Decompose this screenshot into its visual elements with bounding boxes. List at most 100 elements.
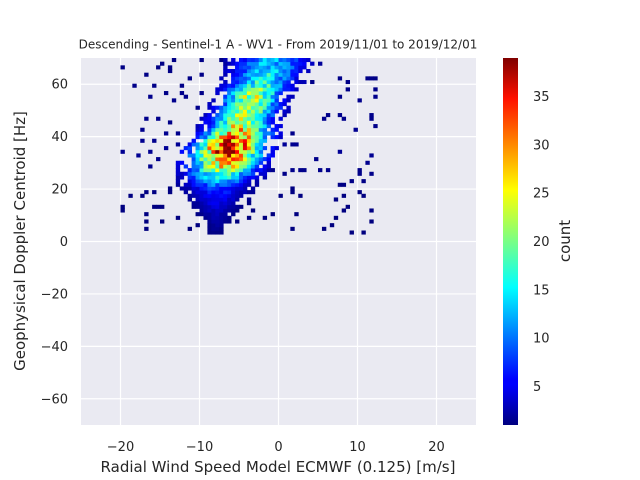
heatmap-cell bbox=[215, 226, 220, 231]
heatmap-cell bbox=[207, 142, 212, 147]
heatmap-cell bbox=[262, 76, 268, 81]
heatmap-cell bbox=[242, 58, 248, 63]
heatmap-cell bbox=[219, 83, 224, 88]
heatmap-cell bbox=[258, 72, 264, 77]
heatmap-cell bbox=[203, 193, 208, 198]
heatmap-cell bbox=[254, 142, 260, 147]
heatmap-cell bbox=[219, 215, 224, 220]
heatmap-cell bbox=[191, 168, 196, 173]
heatmap-cell bbox=[175, 142, 181, 147]
heatmap-cell bbox=[235, 175, 240, 180]
heatmap-cell bbox=[223, 146, 228, 151]
heatmap-cell bbox=[262, 83, 268, 88]
heatmap-cell bbox=[211, 204, 216, 209]
heatmap-cell bbox=[258, 76, 264, 81]
heatmap-cell bbox=[152, 190, 157, 195]
heatmap-cell bbox=[266, 58, 271, 63]
heatmap-cell bbox=[211, 160, 216, 165]
heatmap-cell bbox=[262, 171, 268, 176]
heatmap-cell bbox=[282, 87, 287, 92]
heatmap-cell bbox=[286, 61, 291, 66]
heatmap-cell bbox=[231, 98, 236, 103]
heatmap-cell bbox=[227, 208, 232, 213]
heatmap-cell bbox=[282, 69, 287, 74]
heatmap-cell bbox=[215, 124, 220, 129]
heatmap-cell bbox=[223, 120, 228, 125]
heatmap-cell bbox=[223, 168, 228, 173]
heatmap-cell bbox=[290, 72, 295, 77]
heatmap-cell bbox=[199, 168, 204, 173]
heatmap-cell bbox=[239, 160, 244, 165]
heatmap-cell bbox=[266, 102, 271, 107]
heatmap-cell bbox=[242, 116, 248, 121]
heatmap-cell bbox=[345, 87, 350, 92]
heatmap-cell bbox=[373, 94, 378, 99]
heatmap-cell bbox=[250, 157, 256, 162]
heatmap-cell bbox=[246, 91, 252, 96]
colorbar-tick-label: 20 bbox=[533, 235, 550, 250]
heatmap-cell bbox=[262, 116, 268, 121]
heatmap-cell bbox=[207, 127, 212, 132]
heatmap-cell bbox=[361, 193, 366, 198]
heatmap-cell bbox=[219, 131, 224, 136]
heatmap-cell bbox=[298, 69, 303, 74]
heatmap-cell bbox=[242, 94, 248, 99]
heatmap-cell bbox=[160, 219, 165, 224]
heatmap-cell bbox=[262, 61, 268, 66]
heatmap-cell bbox=[215, 149, 220, 154]
heatmap-cell bbox=[203, 175, 208, 180]
heatmap-cell bbox=[199, 204, 204, 209]
heatmap-cell bbox=[239, 91, 244, 96]
heatmap-cell bbox=[219, 230, 224, 235]
heatmap-cell bbox=[369, 116, 374, 121]
heatmap-cell bbox=[254, 149, 260, 154]
heatmap-cell bbox=[215, 142, 220, 147]
heatmap-cell bbox=[152, 204, 157, 209]
heatmap-cell bbox=[191, 138, 196, 143]
heatmap-cell bbox=[191, 204, 196, 209]
heatmap-cell bbox=[227, 87, 232, 92]
heatmap-cell bbox=[250, 135, 256, 140]
heatmap-cell bbox=[262, 72, 268, 77]
heatmap-cell bbox=[250, 80, 256, 85]
heatmap-cell bbox=[274, 127, 279, 132]
heatmap-cell bbox=[239, 124, 244, 129]
heatmap-cell bbox=[235, 69, 240, 74]
y-tick-label: 60 bbox=[51, 78, 68, 93]
heatmap-cell bbox=[179, 186, 185, 191]
y-tick-label: 20 bbox=[51, 183, 68, 198]
heatmap-cell bbox=[262, 131, 268, 136]
heatmap-cell bbox=[235, 208, 240, 213]
heatmap-cell bbox=[239, 193, 244, 198]
heatmap-cell bbox=[199, 157, 204, 162]
heatmap-cell bbox=[254, 116, 260, 121]
heatmap-cell bbox=[120, 208, 125, 213]
heatmap-cell bbox=[262, 138, 268, 143]
heatmap-cell bbox=[266, 124, 271, 129]
heatmap-cell bbox=[365, 160, 370, 165]
heatmap-cell bbox=[227, 61, 232, 66]
heatmap-cell bbox=[242, 190, 248, 195]
heatmap-cell bbox=[211, 135, 216, 140]
heatmap-cell bbox=[235, 91, 240, 96]
heatmap-cell bbox=[258, 131, 264, 136]
heatmap-cell bbox=[361, 230, 366, 235]
heatmap-cell bbox=[258, 113, 264, 118]
heatmap-cell bbox=[270, 94, 275, 99]
heatmap-cell bbox=[203, 131, 208, 136]
heatmap-cell bbox=[215, 201, 220, 206]
heatmap-cell bbox=[258, 120, 264, 125]
heatmap-cell bbox=[270, 120, 275, 125]
heatmap-cell bbox=[254, 87, 260, 92]
heatmap-cell bbox=[290, 58, 295, 63]
heatmap-cell bbox=[298, 58, 303, 63]
heatmap-cell bbox=[203, 201, 208, 206]
heatmap-cell bbox=[219, 157, 224, 162]
heatmap-cell bbox=[345, 204, 350, 209]
heatmap-cell bbox=[191, 157, 196, 162]
heatmap-cell bbox=[227, 171, 232, 176]
heatmap-cell bbox=[175, 182, 181, 187]
colorbar bbox=[503, 58, 518, 425]
heatmap-cell bbox=[203, 179, 208, 184]
heatmap-cell bbox=[369, 208, 374, 213]
